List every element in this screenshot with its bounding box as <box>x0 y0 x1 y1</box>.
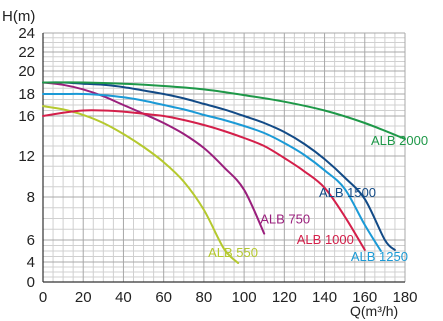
x-tick-label: 60 <box>155 289 172 306</box>
series-labels: ALB 550 ALB 750 ALB 1000 ALB 1250 ALB 1500 AL… <box>208 133 428 264</box>
series-line-alb-2000 <box>42 81 406 140</box>
axes <box>42 33 405 283</box>
x-tick-label: 0 <box>39 289 47 306</box>
series-label-alb-1000: ALB 1000 <box>297 232 354 247</box>
y-axis-label: H(m) <box>2 8 35 25</box>
x-tick-label: 120 <box>272 289 297 306</box>
y-tick-label: 4 <box>27 254 35 271</box>
series-line-alb-1500 <box>42 81 396 251</box>
y-tick-label: 18 <box>18 86 35 103</box>
series-lines <box>42 81 406 264</box>
series-label-alb-750: ALB 750 <box>260 212 310 227</box>
x-tick-label: 80 <box>196 289 213 306</box>
y-tick-label: 20 <box>18 63 35 80</box>
y-tick-label: 12 <box>18 148 35 165</box>
x-tick-label: 140 <box>312 289 337 306</box>
series-label-alb-550: ALB 550 <box>208 245 258 260</box>
tick-labels: 0 20 40 60 80 100 120 140 160 180 0 4 6 8 12 16 18 20 22 24 <box>18 25 417 306</box>
y-tick-label: 24 <box>18 25 35 42</box>
x-tick-label: 40 <box>115 289 132 306</box>
series-line-alb-750 <box>42 81 266 235</box>
series-line-alb-550 <box>42 105 240 264</box>
series-line-alb-1250 <box>42 92 382 252</box>
x-tick-label: 100 <box>232 289 257 306</box>
y-tick-label: 22 <box>18 44 35 61</box>
y-tick-label: 8 <box>27 189 35 206</box>
x-axis-label: Q(m³/h) <box>350 303 398 319</box>
y-tick-label: 6 <box>27 232 35 249</box>
series-line-alb-1000 <box>42 109 366 251</box>
y-tick-label: 0 <box>27 274 35 291</box>
y-tick-label: 16 <box>18 108 35 125</box>
series-label-alb-2000: ALB 2000 <box>371 133 428 148</box>
x-tick-label: 160 <box>352 289 377 306</box>
x-tick-label: 20 <box>75 289 92 306</box>
series-label-alb-1250: ALB 1250 <box>351 249 408 264</box>
x-tick-label: 180 <box>392 289 417 306</box>
series-label-alb-1500: ALB 1500 <box>319 185 376 200</box>
